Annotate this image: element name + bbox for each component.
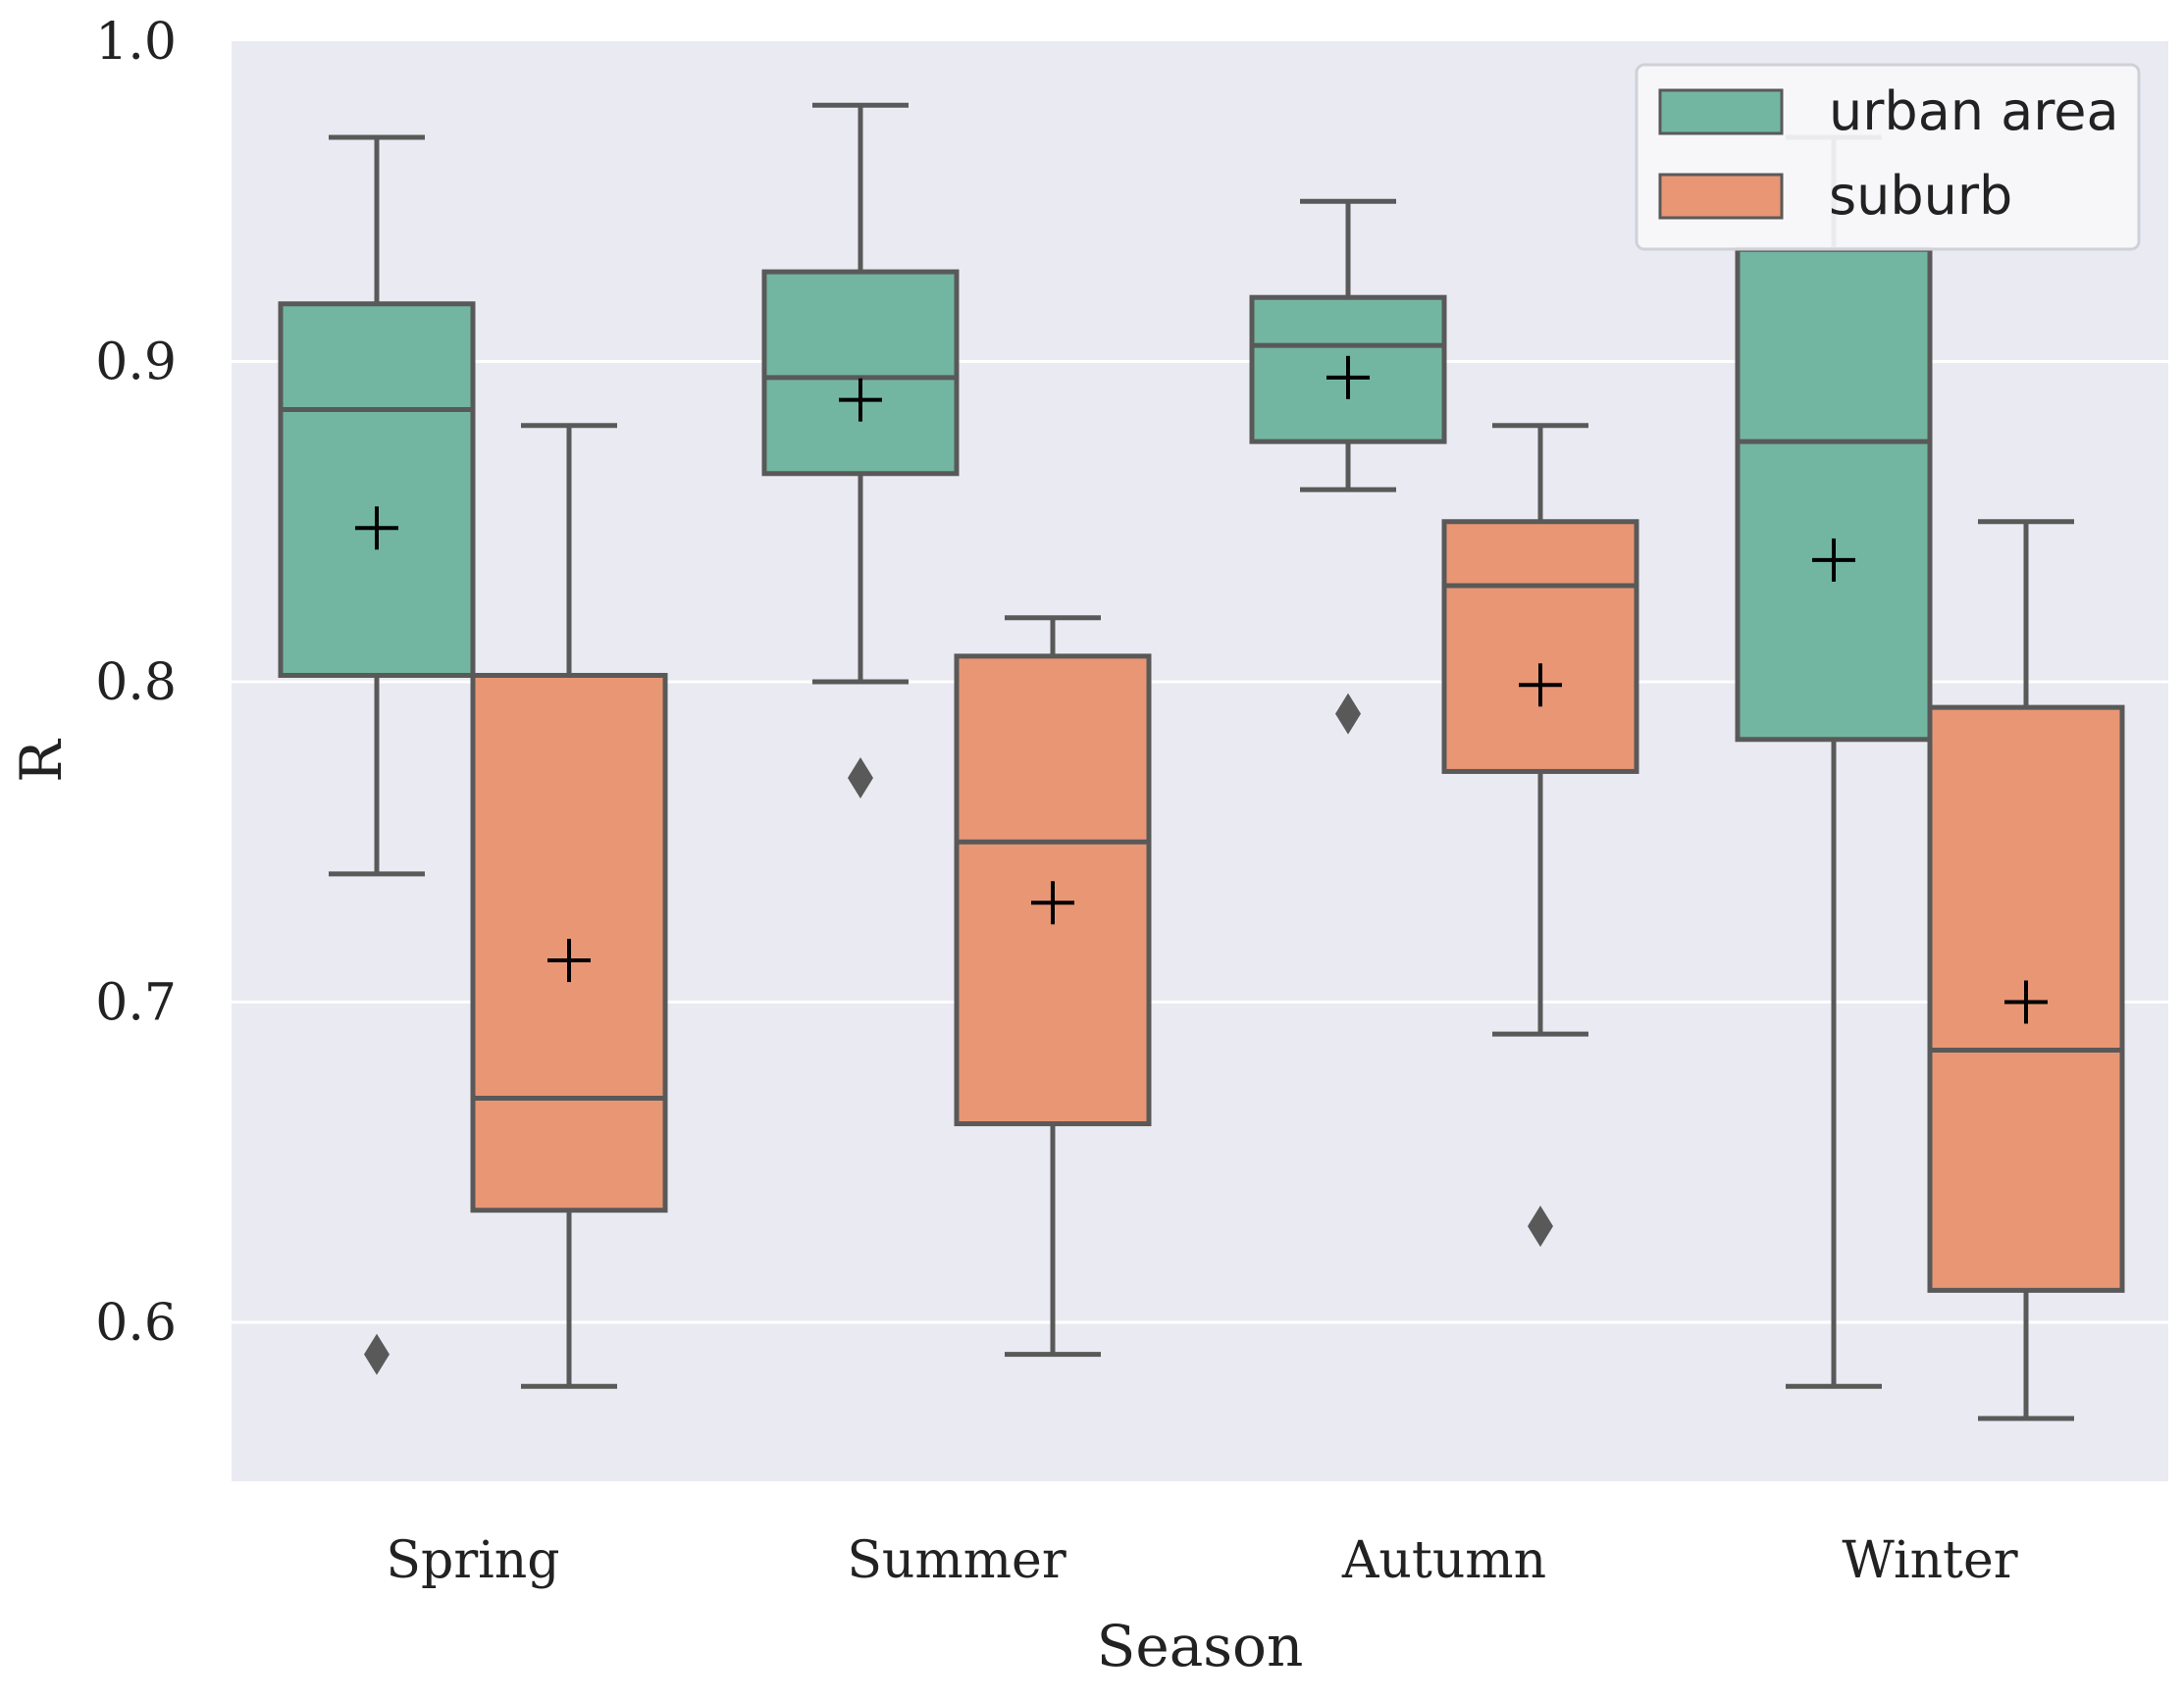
box-urban-area-autumn	[1249, 198, 1447, 735]
mean-marker	[1031, 881, 1074, 925]
boxes	[278, 102, 2125, 1421]
x-tick-label: Autumn	[1341, 1531, 1546, 1590]
box-rect	[278, 301, 476, 678]
legend-swatch	[1658, 88, 1784, 135]
box-rect	[761, 269, 960, 477]
box-suburb-summer	[954, 615, 1152, 1358]
box-urban-area-summer	[761, 102, 960, 799]
box-suburb-winter	[1927, 519, 2125, 1421]
x-tick-label: Winter	[1842, 1531, 2017, 1590]
y-tick-labels: 0.6 0.7 0.8 0.9 1.0	[95, 13, 177, 1353]
outlier-point	[364, 1333, 390, 1375]
legend-swatch	[1658, 173, 1784, 220]
box-rect	[1441, 519, 1639, 774]
legend-label: urban area	[1829, 80, 2119, 142]
outlier-point	[1528, 1206, 1553, 1248]
y-tick-label: 0.6	[95, 1294, 177, 1353]
y-tick-label: 0.8	[95, 653, 177, 712]
legend-label: suburb	[1829, 165, 2012, 227]
y-axis-title: R	[8, 738, 75, 783]
mean-marker	[1519, 663, 1562, 707]
legend: urban area suburb	[1635, 63, 2141, 251]
mean-marker	[1812, 538, 1855, 582]
mean-marker	[355, 506, 398, 550]
mean-marker	[1326, 355, 1370, 399]
box-rect	[954, 653, 1152, 1127]
mean-marker	[839, 378, 882, 422]
outlier-point	[1335, 693, 1361, 735]
y-tick-label: 0.7	[95, 974, 177, 1033]
box-rect	[1249, 294, 1447, 444]
box-suburb-spring	[470, 423, 668, 1389]
box-suburb-autumn	[1441, 423, 1639, 1248]
y-tick-label: 1.0	[95, 13, 177, 72]
mean-marker	[547, 939, 591, 983]
x-axis-title: Season	[1097, 1613, 1304, 1679]
y-tick-label: 0.9	[95, 334, 177, 392]
x-tick-label: Summer	[847, 1531, 1066, 1590]
x-tick-label: Spring	[386, 1531, 559, 1590]
x-tick-labels: Spring Summer Autumn Winter	[386, 1531, 2017, 1590]
outlier-point	[848, 756, 873, 799]
mean-marker	[2004, 980, 2048, 1024]
box-rect	[1735, 246, 1933, 743]
box-urban-area-spring	[278, 134, 476, 1375]
